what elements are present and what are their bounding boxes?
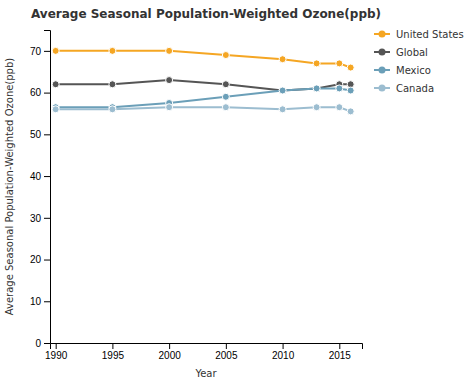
y-tick: 70 [30, 46, 50, 57]
legend-label: United States [396, 29, 464, 40]
y-axis-title: Average Seasonal Population-Weighted Ozo… [4, 58, 15, 316]
y-tick-mark [44, 176, 50, 177]
legend-swatch-marker [379, 31, 386, 38]
series [52, 104, 354, 115]
legend-item: United States [374, 29, 464, 40]
legend-swatch-marker [379, 49, 386, 56]
legend-swatch-marker [379, 85, 386, 92]
series-point [313, 85, 320, 92]
y-tick-label: 20 [30, 254, 42, 265]
y-tick-mark [44, 93, 50, 94]
series-point [222, 52, 229, 59]
series-point [166, 77, 173, 84]
series-line [56, 88, 351, 107]
y-axis-line [44, 31, 51, 344]
series-line [56, 107, 351, 111]
y-tick-label: 50 [30, 129, 42, 140]
series-point [279, 56, 286, 63]
x-tick-label: 2000 [159, 350, 182, 361]
series-point [222, 104, 229, 111]
y-tick: 40 [30, 171, 50, 182]
y-tick-label: 40 [30, 171, 42, 182]
x-tick-label: 1990 [45, 350, 68, 361]
x-tick-label: 2010 [272, 350, 295, 361]
legend-item: Global [374, 47, 428, 58]
legend-item: Mexico [374, 65, 431, 76]
series-point [313, 104, 320, 111]
x-axis: 1990 1995 2000 2005 2010 2015 [45, 343, 362, 361]
series-point [52, 81, 59, 88]
series-point [222, 81, 229, 88]
x-tick: 2015 [329, 343, 352, 361]
series-point [347, 87, 354, 94]
x-tick: 1990 [45, 343, 68, 361]
legend-label: Canada [396, 83, 434, 94]
legend-swatch-marker [379, 67, 386, 74]
y-tick: 10 [30, 296, 50, 307]
series [52, 85, 354, 111]
legend-item: Canada [374, 83, 434, 94]
series [52, 77, 354, 94]
x-tick-mark [56, 343, 57, 349]
series-point [279, 87, 286, 94]
x-tick: 2000 [159, 343, 182, 361]
x-tick-label: 2015 [329, 350, 352, 361]
y-tick-mark [44, 301, 50, 302]
x-tick: 2010 [272, 343, 295, 361]
chart: 1990 1995 2000 2005 2010 2015 0 10 20 30 40 50 60 70 A… [0, 0, 474, 385]
y-tick-label: 70 [30, 46, 42, 57]
y-tick: 0 [35, 338, 50, 349]
x-tick-label: 1995 [102, 350, 125, 361]
title: Average Seasonal Population-Weighted Ozo… [31, 7, 381, 21]
legend: United States Global Mexico Canada [374, 29, 464, 94]
series-point [313, 60, 320, 67]
legend-label: Global [396, 47, 428, 58]
series-line [56, 51, 351, 68]
series-point [279, 87, 286, 94]
y-tick: 50 [30, 129, 50, 140]
series-point [52, 106, 59, 113]
y-tick-mark [44, 51, 50, 52]
y-tick-mark [44, 343, 50, 344]
y-tick-label: 10 [30, 296, 42, 307]
y-tick: 60 [30, 87, 50, 98]
series [52, 47, 354, 71]
series-point [336, 85, 343, 92]
x-tick-mark [226, 343, 227, 349]
x-tick-mark [169, 343, 170, 349]
series-point [347, 108, 354, 115]
y-tick-label: 60 [30, 87, 42, 98]
series-point [52, 47, 59, 54]
y-axis: 0 10 20 30 40 50 60 70 [30, 31, 51, 349]
series-point [336, 60, 343, 67]
series-point [279, 106, 286, 113]
x-tick-label: 2005 [215, 350, 238, 361]
x-tick-mark [283, 343, 284, 349]
series-point [347, 64, 354, 71]
series-point [109, 81, 116, 88]
plot-area: 1990 1995 2000 2005 2010 2015 0 10 20 30 40 50 60 70 [30, 31, 363, 362]
x-tick: 2005 [215, 343, 238, 361]
x-tick-mark [339, 343, 340, 349]
x-axis-title: Year [194, 368, 217, 379]
y-tick-label: 30 [30, 213, 42, 224]
x-tick: 1995 [102, 343, 125, 361]
x-tick-mark [112, 343, 113, 349]
y-tick-mark [44, 218, 50, 219]
legend-label: Mexico [396, 65, 431, 76]
marks [52, 47, 354, 115]
series-point [166, 47, 173, 54]
y-tick-label: 0 [35, 338, 41, 349]
y-tick: 20 [30, 254, 50, 265]
series-point [336, 104, 343, 111]
series-point [313, 85, 320, 92]
series-point [109, 106, 116, 113]
y-tick: 30 [30, 213, 50, 224]
y-tick-mark [44, 134, 50, 135]
series-point [109, 47, 116, 54]
series-point [166, 104, 173, 111]
y-tick-mark [44, 260, 50, 261]
x-axis-line [51, 344, 363, 350]
series-point [222, 93, 229, 100]
